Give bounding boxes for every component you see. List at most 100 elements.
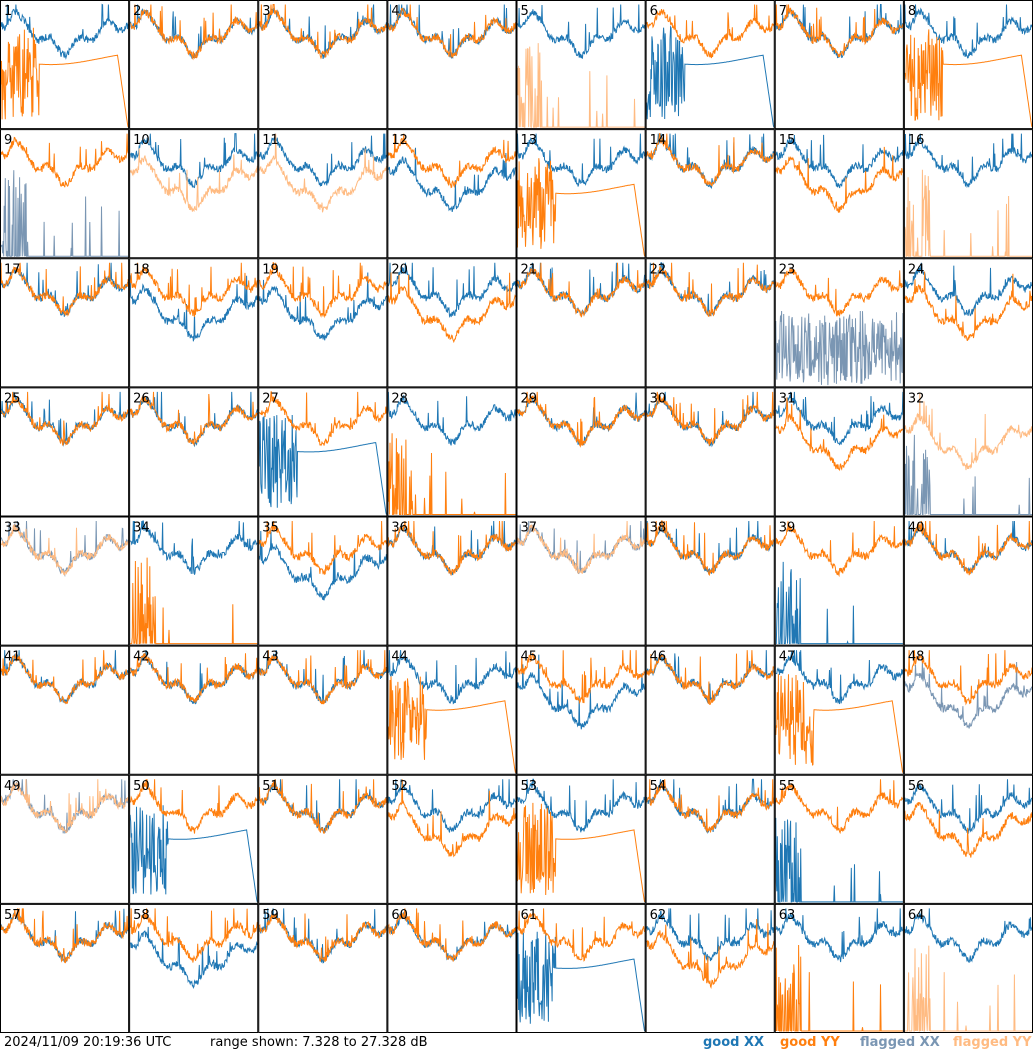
panel-33: 33	[0, 516, 130, 646]
panel-label-63: 63	[779, 908, 796, 923]
series-yy-34	[130, 557, 258, 645]
series-xx-5	[517, 4, 646, 59]
series-yy-13	[517, 158, 646, 257]
series-yy-22	[646, 262, 775, 318]
series-xx-16	[904, 133, 1033, 189]
panel-frame-28	[387, 387, 517, 517]
series-yy-21	[517, 262, 646, 318]
panel-9: 9	[0, 129, 130, 259]
range-readout: range shown: 7.328 to 27.328 dB	[210, 1035, 428, 1050]
panel-10: 10	[129, 129, 259, 259]
series-yy-47	[775, 674, 904, 773]
legend-flagged-yy: flagged YY	[953, 1035, 1032, 1050]
panel-label-32: 32	[908, 391, 925, 406]
panel-label-5: 5	[521, 4, 529, 19]
panel-frame-15	[774, 129, 904, 259]
panel-label-22: 22	[650, 262, 667, 277]
series-yy-40	[904, 520, 1033, 576]
series-xx-52	[387, 779, 516, 833]
series-yy-20	[387, 272, 516, 344]
series-yy-62	[646, 918, 775, 990]
panel-frame-31	[774, 387, 904, 517]
panel-8: 8	[903, 0, 1033, 130]
panel-4: 4	[387, 0, 517, 130]
panel-5: 5	[516, 0, 646, 130]
panel-25: 25	[0, 387, 130, 517]
panel-52: 52	[387, 774, 517, 904]
panel-frame-58	[129, 903, 259, 1033]
panel-53: 53	[516, 774, 646, 904]
panel-36: 36	[387, 516, 517, 646]
series-yy-29	[517, 391, 646, 448]
panel-frame-62	[645, 903, 775, 1033]
series-yy-19	[258, 262, 387, 319]
panel-49: 49	[0, 774, 130, 904]
panel-label-36: 36	[391, 521, 408, 536]
panel-frame-44	[387, 645, 517, 775]
panel-label-1: 1	[4, 4, 12, 19]
series-yy-48	[904, 650, 1033, 706]
series-yy-16	[904, 169, 1032, 257]
panel-label-64: 64	[908, 908, 925, 923]
series-xx-59	[258, 908, 387, 964]
series-xx-19	[258, 272, 387, 341]
panel-frame-17	[0, 258, 130, 388]
panel-label-33: 33	[4, 521, 21, 536]
series-yy-49	[0, 779, 129, 834]
panel-frame-46	[645, 645, 775, 775]
series-yy-5	[517, 43, 645, 128]
panel-label-16: 16	[908, 133, 925, 148]
panel-frame-19	[258, 258, 388, 388]
series-yy-41	[0, 650, 129, 705]
series-xx-20	[387, 262, 516, 319]
series-yy-9	[0, 133, 129, 188]
series-yy-2	[129, 4, 258, 61]
series-yy-54	[646, 779, 775, 833]
panel-frame-25	[0, 387, 130, 517]
series-yy-53	[517, 802, 646, 903]
series-yy-39	[775, 520, 904, 578]
panel-45: 45	[516, 645, 646, 775]
panel-label-40: 40	[908, 521, 925, 536]
series-yy-58	[129, 908, 258, 963]
panel-29: 29	[516, 387, 646, 517]
series-xx-4	[387, 4, 516, 59]
panel-20: 20	[387, 258, 517, 388]
panel-19: 19	[258, 258, 388, 388]
panel-label-15: 15	[779, 133, 796, 148]
panel-frame-39	[774, 516, 904, 646]
panel-label-31: 31	[779, 391, 796, 406]
panel-63: 63	[774, 903, 904, 1033]
series-yy-43	[258, 650, 387, 705]
panel-frame-51	[258, 774, 388, 904]
panel-label-21: 21	[521, 262, 538, 277]
panel-frame-60	[387, 903, 517, 1033]
panel-frame-4	[387, 0, 517, 130]
series-xx-7	[775, 4, 904, 59]
panel-42: 42	[129, 645, 259, 775]
panel-label-11: 11	[262, 133, 279, 148]
panel-frame-21	[516, 258, 646, 388]
series-yy-4	[387, 4, 516, 58]
panel-28: 28	[387, 387, 517, 517]
series-yy-42	[129, 652, 258, 703]
panel-55: 55	[774, 774, 904, 904]
panel-2: 2	[129, 0, 259, 130]
panel-label-35: 35	[262, 521, 279, 536]
panel-label-54: 54	[650, 779, 667, 794]
panel-40: 40	[903, 516, 1033, 646]
panel-frame-1	[0, 0, 130, 130]
panel-label-44: 44	[391, 650, 408, 665]
series-xx-61	[517, 931, 646, 1032]
panel-frame-49	[0, 774, 130, 904]
panel-label-60: 60	[391, 908, 408, 923]
panel-label-50: 50	[133, 779, 150, 794]
series-yy-11	[258, 133, 387, 213]
panel-34: 34	[129, 516, 259, 646]
panel-frame-52	[387, 774, 517, 904]
panel-frame-11	[258, 129, 388, 259]
panel-label-19: 19	[262, 262, 279, 277]
series-xx-27	[258, 414, 387, 515]
panel-64: 64	[903, 903, 1033, 1033]
panel-frame-10	[129, 129, 259, 259]
